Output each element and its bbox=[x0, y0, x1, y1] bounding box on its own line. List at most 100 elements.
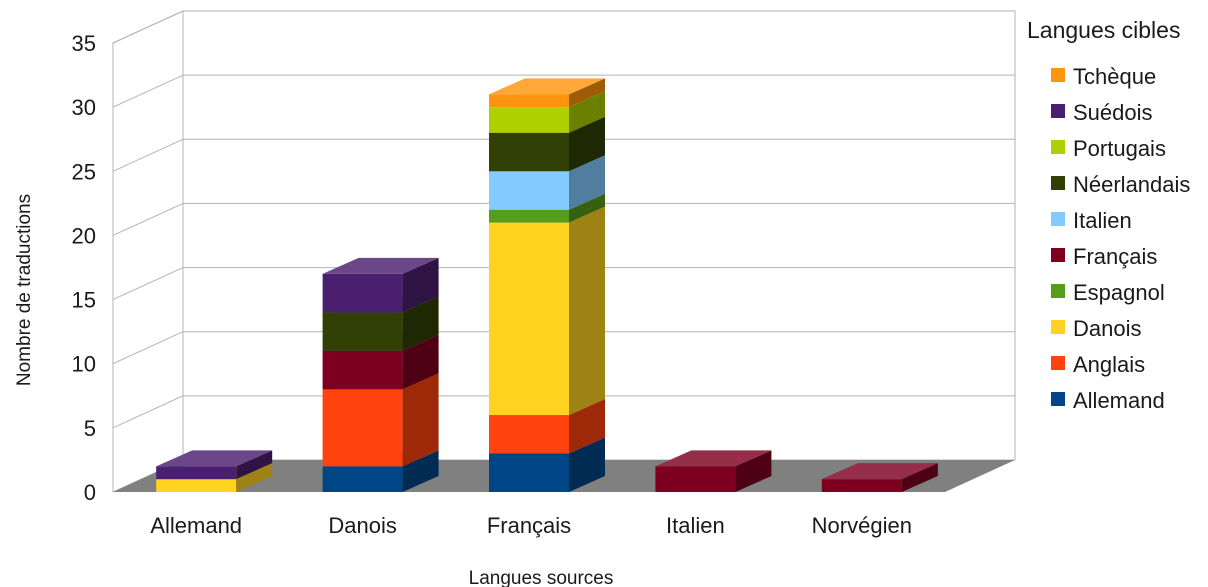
legend-label: Espagnol bbox=[1073, 280, 1165, 305]
bar-front bbox=[489, 415, 569, 454]
legend-swatch bbox=[1051, 320, 1065, 334]
gridline-side bbox=[112, 331, 184, 365]
legend-label: Suédois bbox=[1073, 100, 1153, 125]
bar-front bbox=[489, 171, 569, 210]
legend-item: Danois bbox=[1051, 316, 1141, 341]
gridline-side bbox=[112, 395, 184, 429]
legend: Langues cibles Tchèque Suédois Portugais Né… bbox=[1027, 17, 1190, 413]
bar-top bbox=[821, 463, 938, 480]
bar-side bbox=[901, 463, 938, 492]
legend-item: Tchèque bbox=[1051, 64, 1156, 89]
y-tick-label: 35 bbox=[72, 31, 96, 56]
bar-side bbox=[569, 399, 605, 454]
x-tick-label: Danois bbox=[328, 513, 396, 538]
bar-side bbox=[402, 334, 439, 390]
bar-side bbox=[569, 91, 605, 133]
legend-swatch bbox=[1051, 248, 1065, 262]
bar-side bbox=[402, 373, 439, 467]
bar-front bbox=[489, 453, 569, 492]
y-tick-label: 5 bbox=[84, 416, 96, 441]
legend-item: Portugais bbox=[1051, 136, 1166, 161]
legend-item: Allemand bbox=[1051, 388, 1165, 413]
legend-label: Portugais bbox=[1073, 136, 1166, 161]
bar-front bbox=[322, 389, 403, 467]
y-tick-label: 10 bbox=[72, 352, 96, 377]
y-tick-label: 0 bbox=[84, 480, 96, 505]
bar-front bbox=[156, 479, 237, 492]
x-tick-labels: Allemand Danois Français Italien Norvégien bbox=[150, 513, 912, 538]
bar-top bbox=[655, 450, 772, 467]
legend-item: Anglais bbox=[1051, 352, 1145, 377]
legend-item: Suédois bbox=[1051, 100, 1153, 125]
x-tick-label: Norvégien bbox=[812, 513, 912, 538]
y-tick-labels: 0 5 10 15 20 25 30 35 bbox=[72, 31, 96, 505]
y-tick-label: 20 bbox=[72, 223, 96, 248]
bar-side bbox=[402, 296, 439, 351]
bar-side bbox=[402, 450, 439, 492]
legend-label: Tchèque bbox=[1073, 64, 1156, 89]
bar-front bbox=[156, 466, 237, 480]
bars bbox=[156, 78, 938, 492]
x-axis-title: Langues sources bbox=[469, 568, 614, 587]
bar-front bbox=[489, 222, 569, 416]
bar-side bbox=[569, 193, 605, 223]
bar-front bbox=[322, 350, 403, 390]
y-tick-label: 25 bbox=[72, 159, 96, 184]
legend-item: Italien bbox=[1051, 208, 1132, 233]
legend-swatch bbox=[1051, 176, 1065, 190]
legend-item: Français bbox=[1051, 244, 1157, 269]
bar-segment bbox=[655, 450, 772, 492]
gridline-side bbox=[112, 10, 184, 44]
legend-label: Danois bbox=[1073, 316, 1141, 341]
legend-title: Langues cibles bbox=[1027, 17, 1180, 43]
legend-label: Italien bbox=[1073, 208, 1132, 233]
legend-swatch bbox=[1051, 392, 1065, 406]
gridline-side bbox=[112, 74, 184, 108]
legend-swatch bbox=[1051, 104, 1065, 118]
bar-side bbox=[569, 116, 605, 172]
bar-side bbox=[236, 463, 273, 492]
bar-front bbox=[322, 466, 403, 492]
bar-top bbox=[322, 257, 439, 274]
legend-swatch bbox=[1051, 140, 1065, 154]
legend-item: Espagnol bbox=[1051, 280, 1165, 305]
legend-item: Néerlandais bbox=[1051, 172, 1190, 197]
legend-swatch bbox=[1051, 356, 1065, 370]
legend-swatch bbox=[1051, 284, 1065, 298]
bar-front bbox=[489, 209, 569, 223]
bar-front bbox=[489, 94, 569, 108]
bar-segment bbox=[156, 450, 273, 480]
legend-label: Français bbox=[1073, 244, 1157, 269]
legend-label: Anglais bbox=[1073, 352, 1145, 377]
bar-side bbox=[236, 450, 273, 480]
bar-front bbox=[322, 273, 403, 313]
bar-side bbox=[402, 257, 439, 313]
bar-segment bbox=[322, 257, 439, 313]
y-tick-label: 30 bbox=[72, 95, 96, 120]
bar-side bbox=[569, 155, 605, 210]
bar-front bbox=[322, 312, 403, 351]
gridline-side bbox=[112, 202, 184, 236]
left-wall bbox=[112, 10, 184, 493]
y-tick-label: 15 bbox=[72, 288, 96, 313]
legend-swatch bbox=[1051, 212, 1065, 226]
x-tick-label: Italien bbox=[666, 513, 725, 538]
bar-side bbox=[569, 78, 605, 108]
bar-top bbox=[156, 450, 273, 467]
bar-segment bbox=[821, 463, 938, 492]
bar-side bbox=[569, 437, 605, 492]
bar-top bbox=[489, 78, 605, 95]
legend-label: Néerlandais bbox=[1073, 172, 1190, 197]
bar-segment bbox=[489, 78, 605, 108]
legend-label: Allemand bbox=[1073, 388, 1165, 413]
bar-segment bbox=[322, 373, 439, 467]
bar-front bbox=[821, 479, 902, 492]
legend-swatch bbox=[1051, 68, 1065, 82]
gridline-side bbox=[112, 267, 184, 301]
bar-side bbox=[735, 450, 772, 492]
x-tick-label: Allemand bbox=[150, 513, 242, 538]
bar-front bbox=[489, 107, 569, 133]
gridline-side bbox=[112, 138, 184, 172]
